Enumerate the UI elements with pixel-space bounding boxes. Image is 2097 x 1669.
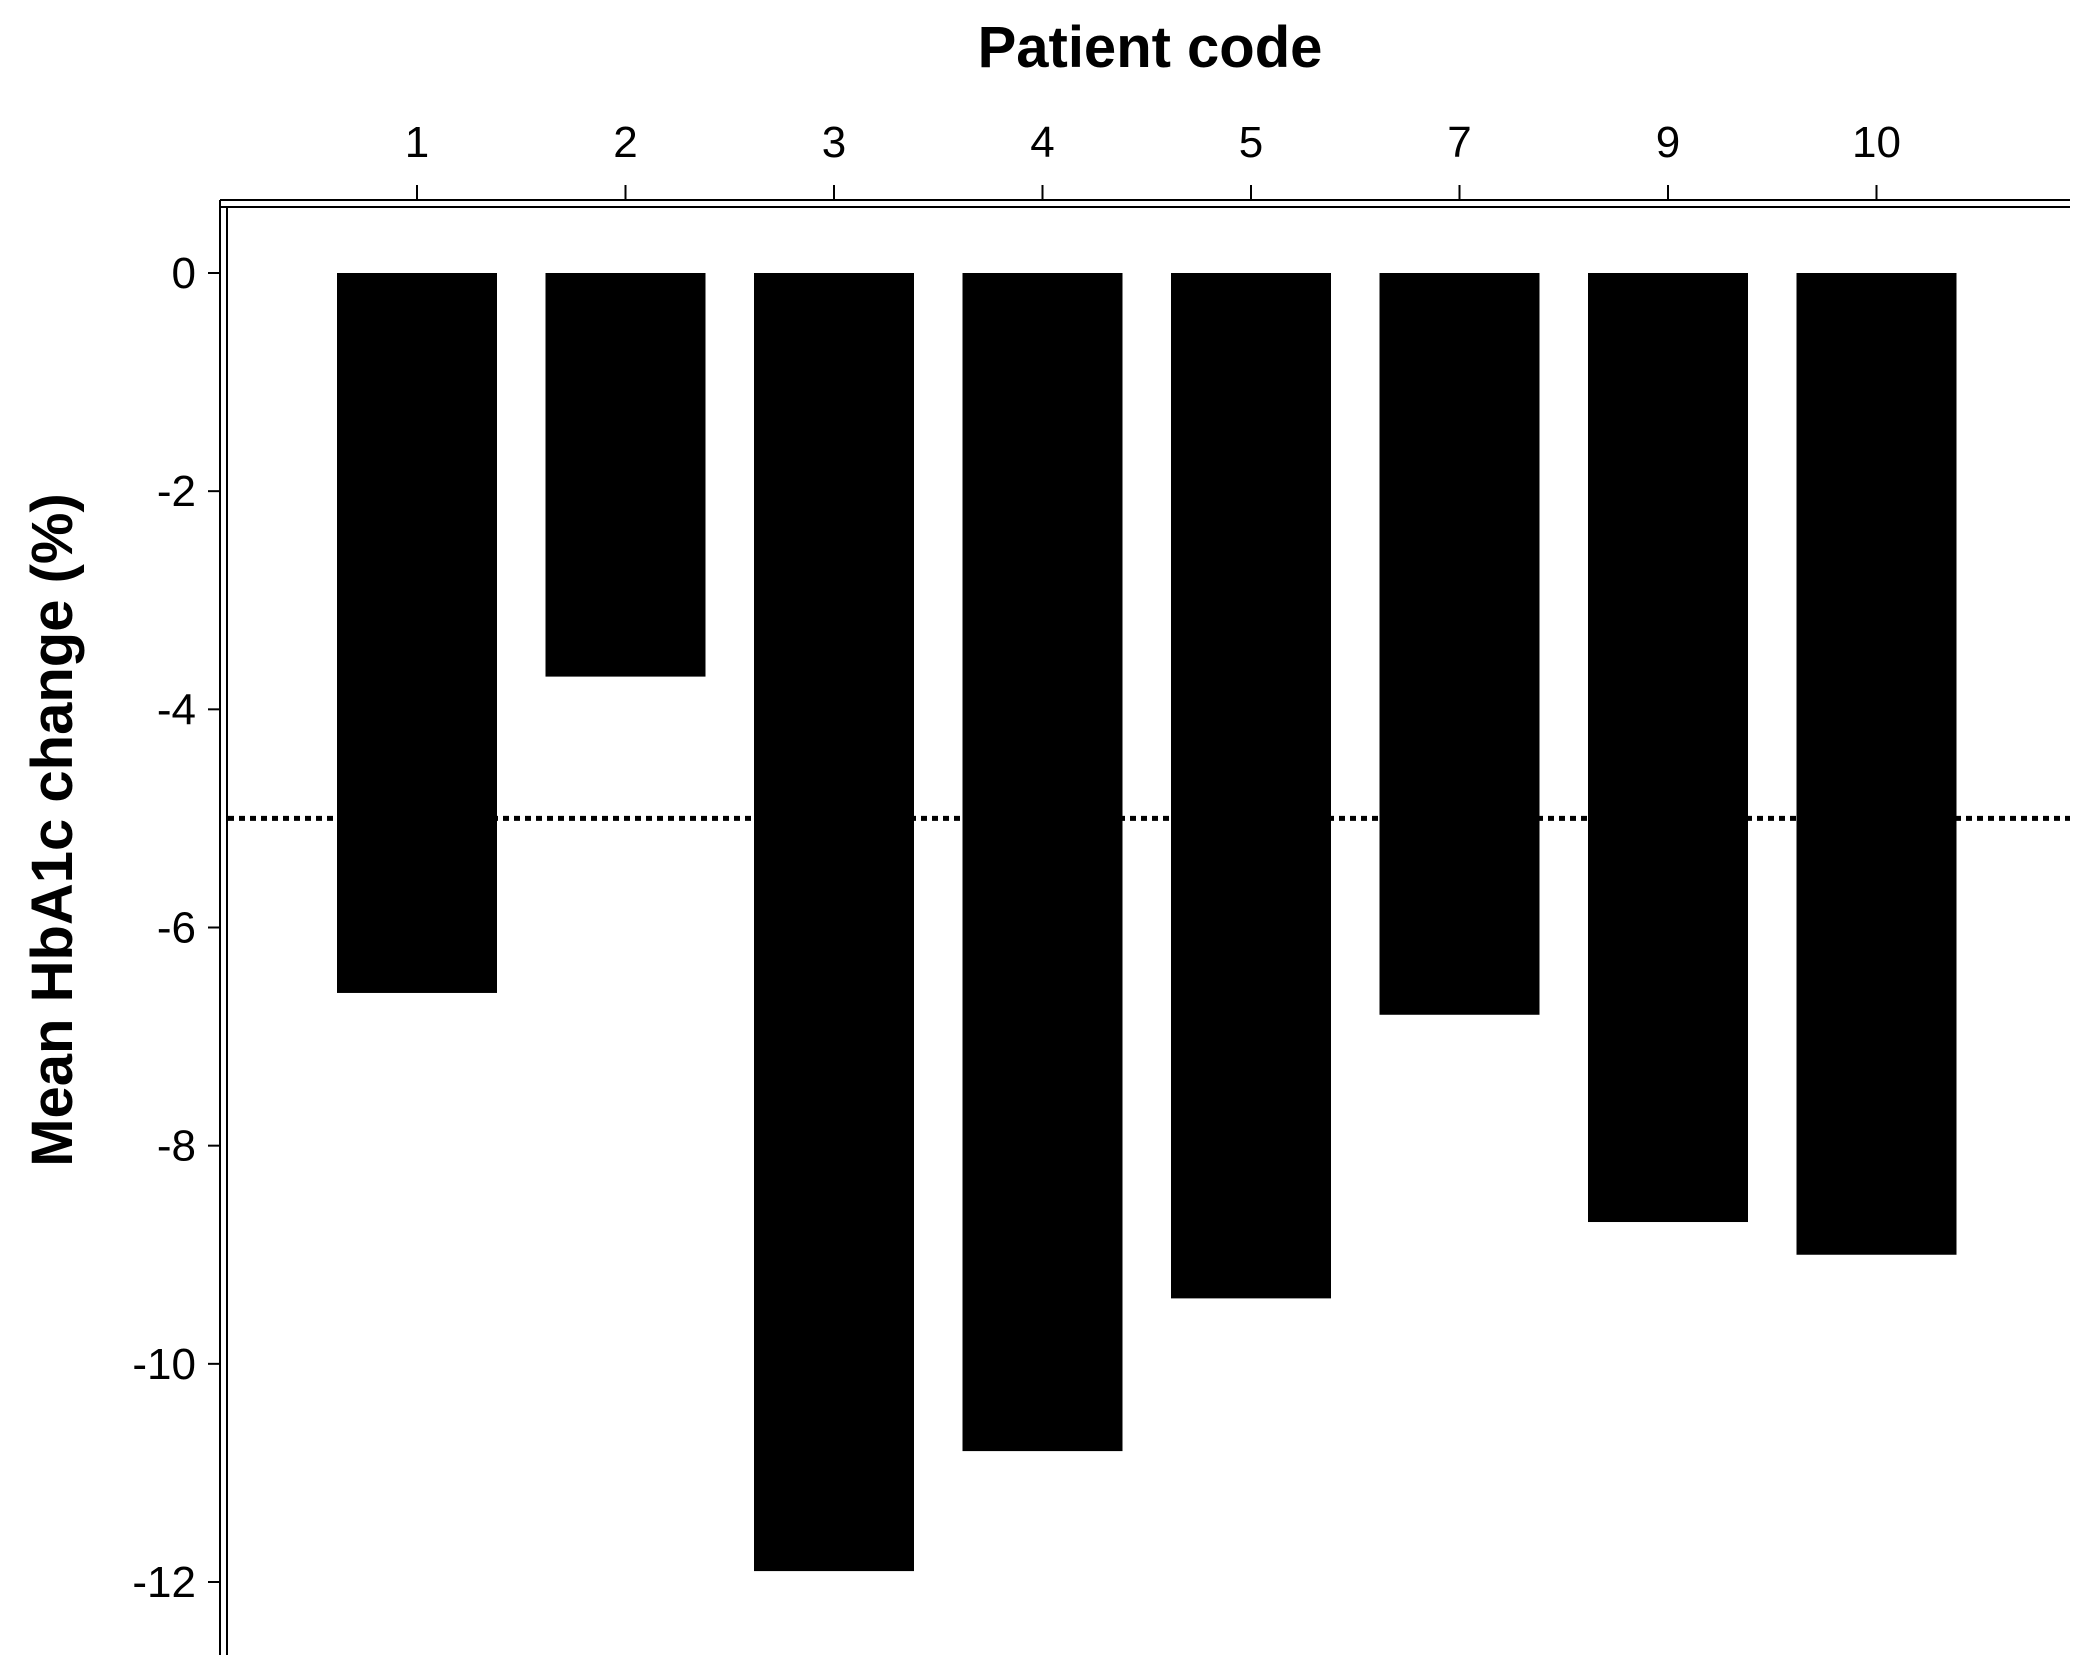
bar-patient-4 [962, 273, 1123, 1452]
y-tick-label: -12 [132, 1558, 196, 1607]
plot-area: 0 -2 -4 -6 -8 -10 -12 1 2 3 4 5 7 9 10 [132, 118, 2070, 1655]
y-axis-title: Mean HbA1c change (%) [20, 493, 85, 1167]
x-tick-label: 7 [1447, 118, 1471, 167]
y-tick-label: -10 [132, 1340, 196, 1389]
bar-patient-5 [1171, 273, 1331, 1299]
x-tick-label: 10 [1852, 118, 1901, 167]
bar-patient-3 [754, 273, 914, 1572]
y-tick-label: 0 [172, 249, 196, 298]
x-tick-label: 5 [1239, 118, 1263, 167]
x-tick-label: 3 [822, 118, 846, 167]
x-tick-label: 1 [405, 118, 429, 167]
y-tick-label: -4 [157, 685, 196, 734]
bar-patient-10 [1796, 273, 1957, 1255]
bar-patient-9 [1588, 273, 1748, 1223]
bar-patient-7 [1379, 273, 1540, 1015]
x-tick-label: 2 [613, 118, 637, 167]
x-tick-label: 9 [1656, 118, 1680, 167]
y-tick-label: -8 [157, 1122, 196, 1171]
y-tick-label: -6 [157, 904, 196, 953]
x-tick-label: 4 [1030, 118, 1054, 167]
bar-patient-2 [545, 273, 706, 677]
y-tick-label: -2 [157, 467, 196, 516]
bar-patient-1 [337, 273, 497, 993]
x-axis-title: Patient code [978, 15, 1323, 80]
